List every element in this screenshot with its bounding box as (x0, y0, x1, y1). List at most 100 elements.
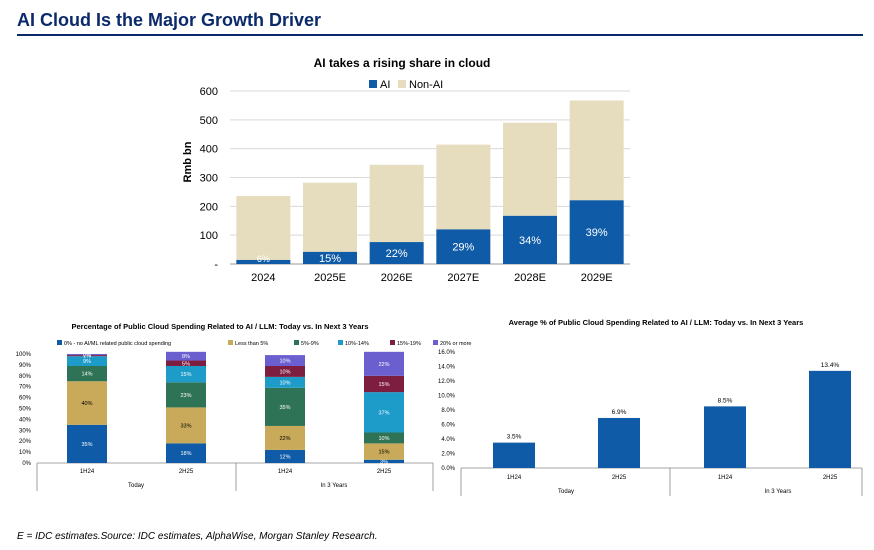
chart-title: AI takes a rising share in cloud (314, 56, 491, 70)
segment-data-label: 10% (378, 436, 389, 442)
bar-data-label: 22% (386, 248, 408, 260)
bar-data-label: 6% (257, 254, 270, 264)
x-tick-label: 2H25 (612, 475, 627, 481)
stack-segment (166, 360, 206, 366)
legend-swatch (294, 340, 299, 345)
y-tick-label: 0.0% (441, 466, 455, 472)
stack-segment (166, 407, 206, 444)
x-tick-label: 2026E (381, 272, 413, 284)
legend-label: 20% or more (440, 341, 472, 347)
segment-data-label: 15% (180, 372, 191, 378)
x-tick-label: 1H24 (718, 475, 733, 481)
x-tick-label: 2027E (447, 272, 479, 284)
y-tick-label: 10.0% (438, 394, 456, 400)
legend-label-non-ai: Non-AI (409, 79, 443, 91)
y-tick-label: 500 (200, 115, 218, 127)
page-title: AI Cloud Is the Major Growth Driver (17, 10, 322, 30)
segment-data-label: 10% (279, 369, 290, 375)
legend-label: 0% - no AI/ML related public cloud spend… (64, 341, 171, 347)
segment-data-label: 12% (279, 454, 290, 460)
segment-data-label: 23% (180, 393, 191, 399)
y-axis-label: Rmb bn (182, 141, 194, 182)
bar-data-label: 3.5% (507, 434, 522, 441)
bar-non-ai (236, 195, 291, 260)
y-tick-label: 14.0% (438, 365, 456, 371)
segment-data-label: 10% (279, 359, 290, 365)
bar-ai (503, 215, 557, 264)
ai-cloud-chart: AI takes a rising share in cloud AI Non-… (182, 56, 630, 284)
segment-data-label: 9% (83, 359, 91, 365)
bar-ai (236, 259, 291, 264)
y-tick-label: 30% (19, 428, 32, 434)
bar-non-ai (436, 144, 491, 230)
y-tick-label: 400 (200, 144, 218, 156)
stack-segment (67, 365, 107, 382)
y-tick-label: - (214, 259, 218, 271)
bar-data-label: 29% (452, 242, 474, 254)
segment-data-label: 1% (83, 354, 91, 360)
group-label: Today (558, 489, 574, 495)
legend-swatch (390, 340, 395, 345)
stack-segment (67, 424, 107, 463)
segment-data-label: 35% (279, 405, 290, 411)
bar-data-label: 8.5% (718, 397, 733, 404)
stack-segment (67, 355, 107, 357)
stack-segment (166, 351, 206, 361)
bar-data-label: 6.9% (612, 409, 627, 416)
segment-data-label: 14% (81, 372, 92, 378)
stack-segment (265, 425, 305, 450)
legend-swatch (228, 340, 233, 345)
stack-segment (265, 376, 305, 388)
y-tick-label: 200 (200, 201, 218, 213)
segment-data-label: 5% (182, 361, 190, 367)
legend-label-ai: AI (380, 79, 390, 91)
bar-non-ai (503, 122, 557, 216)
bar-data-label: 13.4% (821, 362, 840, 369)
bar-ai (303, 251, 357, 264)
distribution-chart: Percentage of Public Cloud Spending Rela… (16, 322, 472, 491)
y-tick-label: 40% (19, 417, 32, 423)
group-label: In 3 Years (765, 489, 792, 495)
stack-segment (364, 459, 404, 463)
chart-legend: 0% - no AI/ML related public cloud spend… (57, 340, 472, 347)
segment-data-label: 33% (180, 423, 191, 429)
legend-label: Less than 5% (235, 341, 268, 347)
legend-swatch (57, 340, 62, 345)
chart-legend: AI Non-AI (369, 79, 443, 91)
group-label: Today (128, 483, 144, 489)
segment-data-label: 18% (180, 451, 191, 457)
stack-segment (265, 449, 305, 463)
x-tick-label: 2H25 (179, 469, 194, 475)
y-tick-label: 12.0% (438, 379, 456, 385)
segment-data-label: 0% (83, 353, 91, 359)
bar (809, 370, 851, 468)
stack-segment (364, 443, 404, 460)
segment-data-label: 35% (81, 442, 92, 448)
stack-segment (364, 351, 404, 376)
x-tick-label: 2H25 (823, 475, 838, 481)
bar-data-label: 15% (319, 253, 341, 265)
y-tick-label: 90% (19, 363, 32, 369)
chart-title: Percentage of Public Cloud Spending Rela… (71, 322, 368, 331)
stack-segment (364, 432, 404, 444)
bar-non-ai (303, 182, 357, 252)
chart-title: Average % of Public Cloud Spending Relat… (509, 318, 804, 327)
segment-data-label: 40% (81, 401, 92, 407)
legend-swatch-ai (369, 80, 377, 88)
x-tick-label: 2024 (251, 272, 275, 284)
y-tick-label: 60% (19, 396, 32, 402)
y-tick-label: 100 (200, 230, 218, 242)
y-tick-label: 300 (200, 173, 218, 185)
legend-swatch (338, 340, 343, 345)
segment-data-label: 22% (279, 436, 290, 442)
stack-segment (166, 443, 206, 463)
bar-ai (569, 200, 624, 264)
y-tick-label: 4.0% (441, 437, 455, 443)
segment-data-label: 3% (380, 459, 388, 465)
x-tick-label: 2029E (581, 272, 613, 284)
stack-segment (265, 355, 305, 366)
x-tick-label: 1H24 (80, 469, 95, 475)
segment-data-label: 15% (378, 450, 389, 456)
bar (704, 406, 746, 468)
stack-segment (364, 392, 404, 433)
